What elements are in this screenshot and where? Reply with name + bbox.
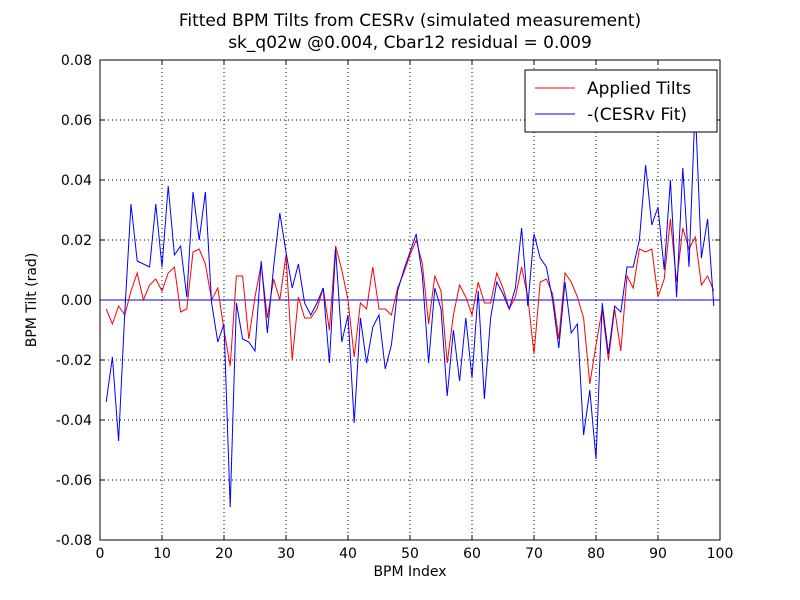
chart-title: Fitted BPM Tilts from CESRv (simulated m… <box>179 11 641 31</box>
x-tick-label: 10 <box>153 546 171 562</box>
x-tick-label: 80 <box>587 546 605 562</box>
x-tick-label: 20 <box>215 546 233 562</box>
legend-label: -(CESRv Fit) <box>587 105 687 125</box>
legend-label: Applied Tilts <box>587 79 691 99</box>
x-tick-label: 30 <box>277 546 295 562</box>
y-tick-label: -0.04 <box>56 413 92 429</box>
y-tick-label: 0.00 <box>61 293 92 309</box>
y-tick-label: -0.06 <box>56 473 92 489</box>
y-tick-label: -0.08 <box>56 533 92 549</box>
y-tick-label: 0.08 <box>61 53 92 69</box>
data-line <box>105 104 715 508</box>
plot-frame <box>99 59 721 541</box>
y-axis-label: BPM Tilt (rad) <box>24 253 40 348</box>
x-tick-label: 50 <box>401 546 419 562</box>
data-line <box>105 218 715 385</box>
y-tick-label: 0.02 <box>61 233 92 249</box>
chart-subtitle: sk_q02w @0.004, Cbar12 residual = 0.009 <box>228 33 592 53</box>
x-tick-label: 90 <box>649 546 667 562</box>
legend-box <box>524 69 718 133</box>
x-tick-label: 60 <box>463 546 481 562</box>
y-tick-label: 0.06 <box>61 113 92 129</box>
x-axis-label: BPM Index <box>373 564 446 580</box>
x-tick-label: 70 <box>525 546 543 562</box>
x-tick-label: 0 <box>96 546 105 562</box>
x-tick-label: 40 <box>339 546 357 562</box>
x-tick-label: 100 <box>707 546 734 562</box>
y-tick-label: -0.02 <box>56 353 92 369</box>
y-tick-label: 0.04 <box>61 173 92 189</box>
